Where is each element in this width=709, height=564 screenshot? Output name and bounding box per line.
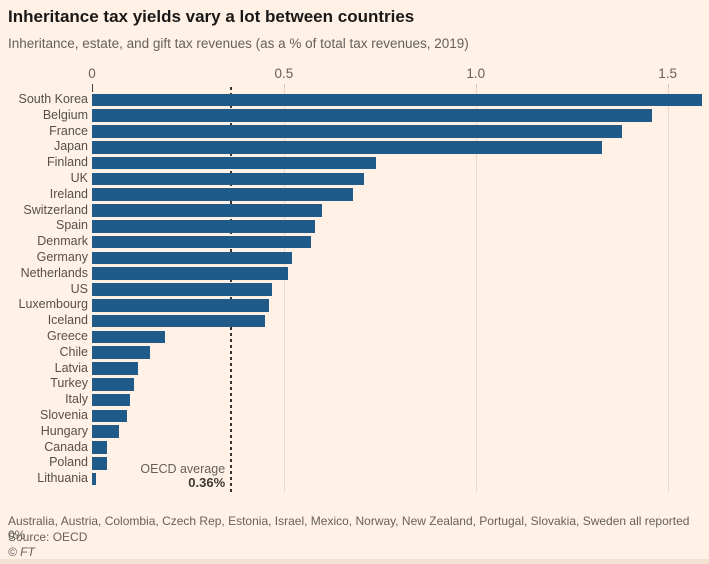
bar-row: Ireland [0,187,709,203]
bar-row: Denmark [0,234,709,250]
bar-label: Luxembourg [18,297,89,312]
bar-label: Latvia [54,360,88,375]
bar-label: Greece [47,329,88,343]
bar-row: Finland [0,155,709,171]
bar-label: US [70,281,88,296]
bar [92,472,96,486]
bar-row: Poland [0,455,709,471]
gridline [283,87,285,492]
bar [92,219,315,233]
bar [92,172,365,186]
bar-row: Greece [0,329,709,345]
x-tick-label: 1.0 [466,66,486,81]
x-tick-label: 0.5 [274,66,294,81]
bar [92,314,265,328]
chart-subtitle: Inheritance, estate, and gift tax revenu… [8,36,469,51]
bar-label: Switzerland [23,202,88,217]
bar-label: Italy [65,392,88,407]
bar-label: Belgium [42,107,88,122]
chart-title: Inheritance tax yields vary a lot betwee… [8,7,415,26]
bar-label: Chile [59,344,89,359]
bar-label: Japan [53,139,88,154]
bar [92,125,622,138]
bar-label: Canada [44,439,88,454]
gridline [475,87,477,492]
x-tick-label: 1.5 [658,66,678,81]
bar-row: Switzerland [0,203,709,219]
bar [92,188,353,201]
bar-label: South Korea [18,92,89,106]
bar-rows: South Korea Belgium France Japan Finland UK Ir… [0,92,709,492]
bar-label: UK [70,171,88,185]
bar-label: Lithuania [37,471,88,486]
bar-row: Italy [0,392,709,408]
bar-row: France [0,124,709,140]
bar-row: UK [0,171,709,187]
bar-row: Canada [0,440,709,456]
oecd-average-value: 0.36% [188,475,226,491]
bar [92,393,131,407]
ft-copyright: © FT [8,545,35,559]
bar-row: Netherlands [0,266,709,282]
bar [92,204,323,217]
bar [92,267,288,280]
bar-row: Spain [0,218,709,234]
source-line: Source: OECD [8,530,88,544]
bar [92,456,108,470]
bar-label: Denmark [37,234,88,249]
bar-row: Iceland [0,313,709,329]
bar [92,409,127,423]
bottom-border [0,559,709,564]
gridline [667,87,669,492]
bar [92,441,108,454]
x-tick-label: 0 [88,66,96,81]
bar-row: South Korea [0,92,709,108]
bar-row: Germany [0,250,709,266]
bar [92,251,292,265]
bar-row: US [0,282,709,298]
bar-label: Finland [47,155,88,170]
bar [92,140,603,154]
bar-row: Slovenia [0,408,709,424]
bar [92,283,273,296]
bar [92,235,311,249]
bar-label: Poland [49,455,88,470]
oecd-average-label: OECD average [140,461,226,476]
x-tick-mark [92,84,93,92]
bar-row: Belgium [0,108,709,124]
bar [92,298,269,312]
oecd-average-annotation: OECD average 0.36% [140,462,225,491]
bar-row: Luxembourg [0,297,709,313]
bar-label: Netherlands [20,265,88,280]
bar-label: Turkey [50,376,88,391]
bar-label: Ireland [49,186,88,201]
bar [92,346,150,359]
bar-label: Slovenia [40,408,88,422]
footnote: Australia, Austria, Colombia, Czech Rep,… [8,514,690,542]
bar [92,330,165,344]
bar-label: Germany [36,250,88,264]
bar-label: France [49,123,88,138]
bar-label: Spain [56,218,88,233]
bar-row: Chile [0,345,709,361]
bar [92,109,653,122]
bar-row: Japan [0,139,709,155]
bar [92,362,139,375]
bar [92,377,135,391]
bar-row: Lithuania [0,471,709,487]
bar [92,93,703,107]
bar-row: Hungary [0,424,709,440]
bar-label: Iceland [47,313,88,328]
x-axis: 0 0.5 1.0 1.5 [0,66,709,92]
bar-row: Latvia [0,361,709,377]
bar-row: Turkey [0,376,709,392]
bar [92,156,376,170]
bar [92,425,119,438]
bar-label: Hungary [40,423,88,438]
